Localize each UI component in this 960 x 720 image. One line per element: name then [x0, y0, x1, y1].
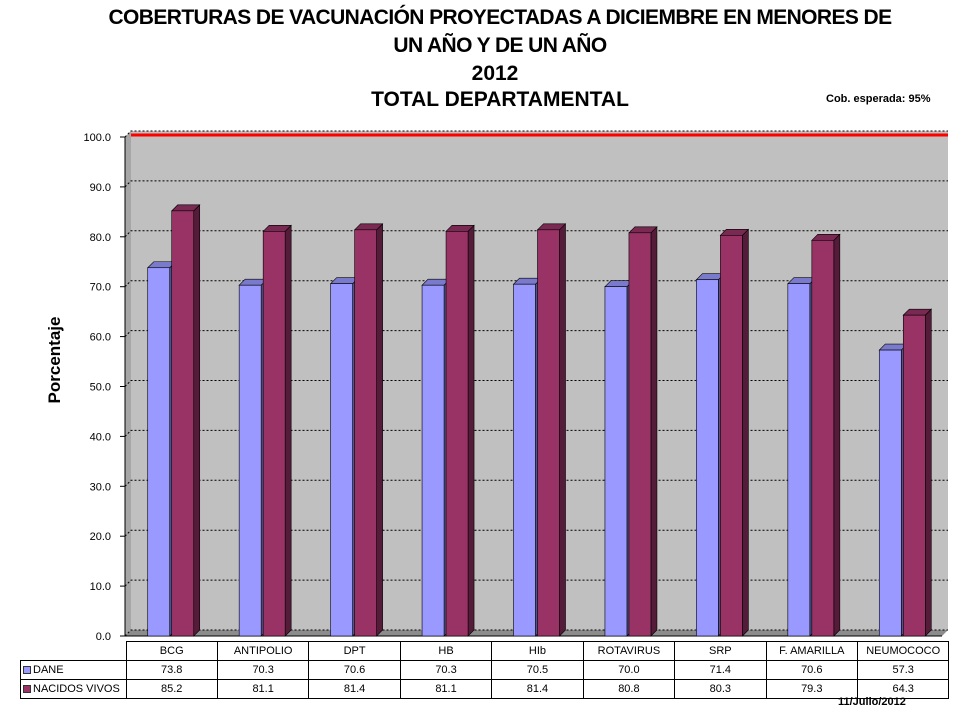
nacidos-vivos-bar — [445, 231, 469, 637]
nacidos-vivos-bar — [171, 210, 195, 637]
gridline — [124, 230, 948, 238]
gridline — [124, 280, 948, 288]
gridline — [124, 180, 948, 188]
data-label: 70.6 — [765, 660, 859, 680]
category-label: HIb — [491, 641, 584, 661]
data-label: 79.3 — [765, 679, 859, 699]
y-tick-label: 0.0 — [96, 631, 111, 643]
table-row: DANE 73.8 70.3 70.6 70.3 70.5 70.0 71.4 70.6 57.3 — [20, 660, 950, 680]
legend-entry: DANE — [20, 660, 127, 680]
y-tick-label: 100.0 — [83, 132, 111, 144]
dane-bar — [787, 283, 811, 637]
category-label: F. AMARILLA — [765, 641, 859, 661]
chart-subtitle-year: 2012 — [471, 62, 519, 85]
table-corner — [20, 641, 127, 661]
data-label: 80.8 — [582, 679, 676, 699]
category-label: HB — [399, 641, 493, 661]
dane-bar — [696, 279, 719, 637]
dane-bar — [238, 284, 262, 637]
data-label: 64.3 — [856, 679, 950, 699]
data-label: 70.5 — [491, 660, 584, 680]
legend-label: DANE — [33, 664, 64, 676]
dane-bar — [513, 283, 536, 637]
category-label: DPT — [308, 641, 401, 661]
y-tick-label: 40.0 — [90, 431, 111, 443]
nacidos-vivos-bar-side — [284, 224, 292, 637]
legend-entry: NACIDOS VIVOS — [20, 679, 127, 699]
category-label: ROTAVIRUS — [582, 641, 676, 661]
category-label: BCG — [125, 641, 218, 661]
category-label: ANTIPOLIO — [216, 641, 310, 661]
dane-bar — [421, 284, 445, 637]
data-label: 80.3 — [674, 679, 767, 699]
nacidos-vivos-bar-side — [833, 233, 841, 637]
data-label: 71.4 — [674, 660, 767, 680]
dane-bar — [330, 283, 353, 637]
gridline — [124, 529, 948, 537]
data-label: 81.4 — [308, 679, 401, 699]
y-tick-label: 70.0 — [90, 282, 111, 294]
data-label: 81.1 — [216, 679, 310, 699]
y-tick-label: 90.0 — [90, 182, 111, 194]
nacidos-vivos-bar — [811, 239, 835, 637]
y-tick-label: 10.0 — [90, 581, 111, 593]
nacidos-vivos-bar-side — [193, 204, 201, 637]
nacidos-vivos-bar-side — [467, 224, 475, 637]
nacidos-vivos-bar-side — [376, 223, 383, 637]
gridline — [124, 130, 948, 138]
data-table: BCG ANTIPOLIO DPT HB HIb ROTAVIRUS SRP F. AMARI… — [20, 641, 950, 699]
nacidos-vivos-bar — [720, 235, 743, 637]
legend-label: NACIDOS VIVOS — [33, 683, 120, 695]
gridline — [124, 330, 948, 337]
data-label: 85.2 — [125, 679, 218, 699]
category-label: SRP — [674, 641, 767, 661]
y-tick-label: 60.0 — [90, 332, 111, 344]
data-label: 70.0 — [582, 660, 676, 680]
data-label: 70.3 — [399, 660, 493, 680]
nacidos-vivos-bar — [354, 229, 377, 637]
data-label: 57.3 — [856, 660, 950, 680]
nacidos-vivos-bar — [262, 231, 286, 637]
data-label: 70.6 — [308, 660, 401, 680]
dane-bar — [878, 349, 902, 637]
chart-subtitle-scope: TOTAL DEPARTAMENTAL — [371, 88, 629, 111]
data-label: 81.1 — [399, 679, 493, 699]
nacidos-vivos-bar-side — [650, 226, 658, 637]
table-row: NACIDOS VIVOS 85.2 81.1 81.4 81.1 81.4 80.8 80.… — [20, 679, 950, 699]
dane-bar — [147, 267, 171, 637]
y-tick-label: 50.0 — [90, 382, 111, 394]
nacidos-vivos-bar-side — [924, 308, 932, 637]
data-label: 70.3 — [216, 660, 310, 680]
nacidos-vivos-bar — [537, 229, 560, 637]
gridline — [124, 429, 948, 437]
y-tick-label: 20.0 — [90, 531, 111, 543]
legend-swatch — [23, 666, 31, 675]
gridline — [124, 629, 948, 637]
dane-bar — [604, 286, 628, 637]
y-tick-label: 30.0 — [90, 481, 111, 493]
category-label: NEUMOCOCO — [856, 641, 950, 661]
gridline — [124, 479, 948, 487]
nacidos-vivos-bar-side — [742, 228, 749, 637]
chart-title: COBERTURAS DE VACUNACIÓN PROYECTADAS A D… — [108, 6, 892, 57]
nacidos-vivos-bar-side — [559, 223, 566, 637]
legend-swatch — [23, 685, 31, 694]
nacidos-vivos-bar — [628, 232, 652, 637]
nacidos-vivos-bar — [902, 314, 926, 637]
gridline — [124, 380, 948, 387]
gridline — [124, 579, 948, 587]
date-label: 11/Julio/2012 — [838, 696, 906, 708]
y-tick-label: 80.0 — [90, 232, 111, 244]
data-label: 73.8 — [125, 660, 218, 680]
expected-coverage-label: Cob. esperada: 95% — [826, 93, 931, 105]
data-label: 81.4 — [491, 679, 584, 699]
table-header-row: BCG ANTIPOLIO DPT HB HIb ROTAVIRUS SRP F. AMARI… — [20, 641, 950, 661]
